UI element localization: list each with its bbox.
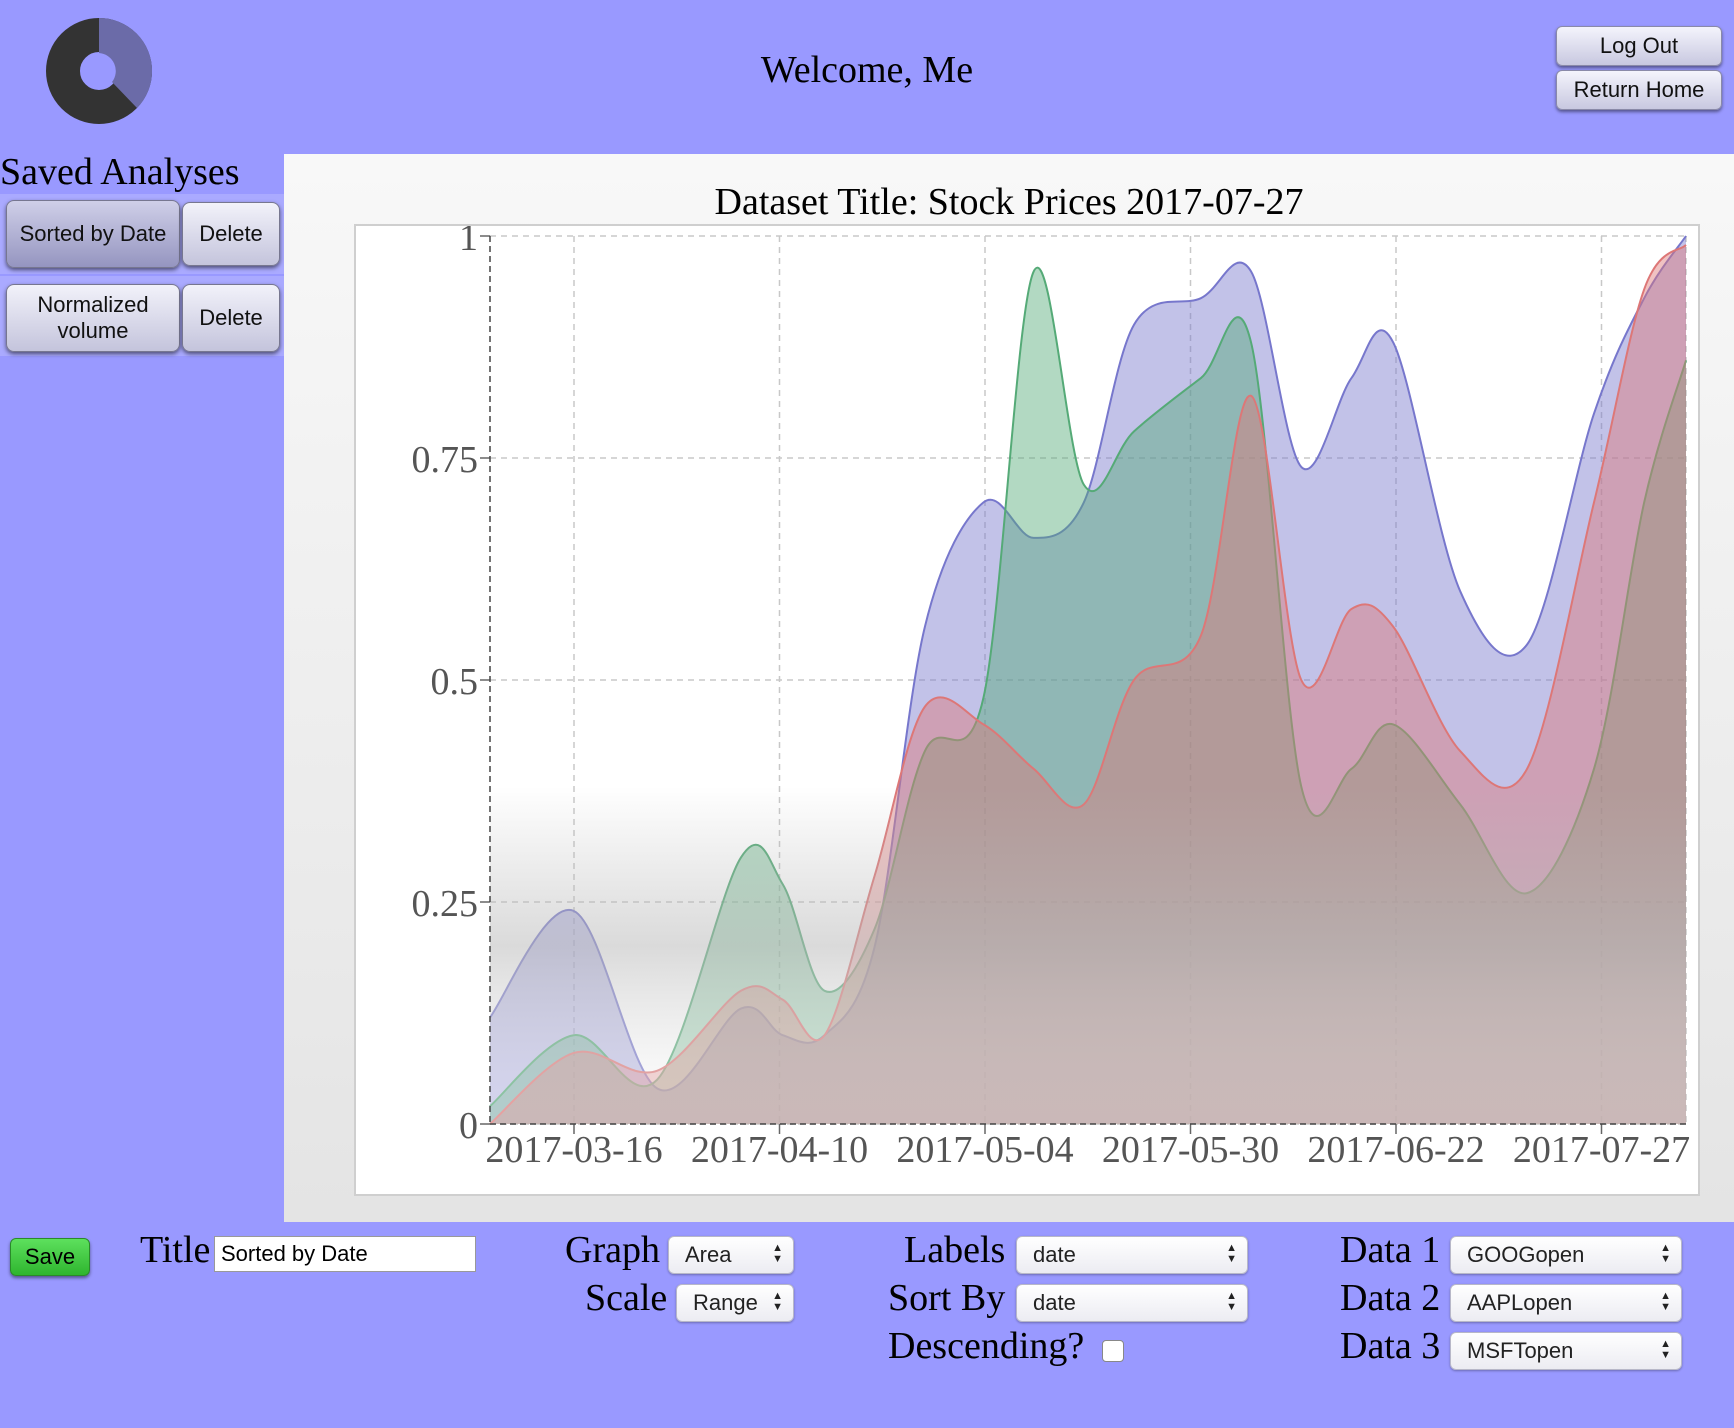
- return-home-button[interactable]: Return Home: [1556, 70, 1722, 110]
- chart-title: Dataset Title: Stock Prices 2017-07-27: [714, 181, 1304, 223]
- title-input[interactable]: [214, 1236, 476, 1272]
- x-tick-label: 2017-06-22: [1307, 1129, 1484, 1171]
- select-arrows-icon: ▲ ▼: [1226, 1290, 1237, 1313]
- data2-label: Data 2: [1340, 1277, 1441, 1319]
- sort-by-value: date: [1033, 1290, 1076, 1315]
- welcome-message: Welcome, Me: [760, 49, 974, 91]
- delete-analysis-button[interactable]: Delete: [182, 202, 280, 266]
- data3-value: MSFTopen: [1467, 1338, 1574, 1363]
- saved-analysis-button[interactable]: Sorted by Date: [6, 200, 180, 268]
- delete-analysis-button[interactable]: Delete: [182, 284, 280, 352]
- data3-label: Data 3: [1340, 1325, 1441, 1367]
- graph-label: Graph: [565, 1229, 660, 1271]
- data1-label: Data 1: [1340, 1229, 1441, 1271]
- select-arrows-icon: ▲ ▼: [1660, 1290, 1671, 1313]
- donut-logo-icon: [46, 18, 152, 124]
- data1-select[interactable]: GOOGopen ▲ ▼: [1450, 1236, 1682, 1274]
- labels-value: date: [1033, 1242, 1076, 1267]
- graph-type-value: Area: [685, 1242, 732, 1267]
- descending-label: Descending?: [888, 1325, 1085, 1367]
- saved-analysis-row: Normalized volume Delete: [0, 276, 286, 356]
- scale-select[interactable]: Range ▲ ▼: [676, 1284, 794, 1322]
- data2-select[interactable]: AAPLopen ▲ ▼: [1450, 1284, 1682, 1322]
- scale-label: Scale: [585, 1277, 668, 1319]
- data3-select[interactable]: MSFTopen ▲ ▼: [1450, 1332, 1682, 1370]
- y-tick-label: 1: [459, 226, 478, 259]
- area-chart: 0 0.25 0.5 0.75 1 2017-03-16 2017-04-10 2017-05…: [412, 217, 1691, 1171]
- x-tick-label: 2017-05-04: [896, 1129, 1073, 1171]
- select-arrows-icon: ▲ ▼: [1660, 1242, 1671, 1265]
- scale-value: Range: [693, 1290, 758, 1315]
- saved-analysis-row: Sorted by Date Delete: [0, 194, 286, 274]
- saved-analysis-button[interactable]: Normalized volume: [6, 284, 180, 352]
- x-tick-label: 2017-07-27: [1513, 1129, 1690, 1171]
- x-tick-label: 2017-05-30: [1102, 1129, 1279, 1171]
- data1-value: GOOGopen: [1467, 1242, 1585, 1267]
- select-arrows-icon: ▲ ▼: [772, 1242, 783, 1265]
- graph-type-select[interactable]: Area ▲ ▼: [668, 1236, 794, 1274]
- sort-by-label: Sort By: [888, 1277, 1006, 1319]
- labels-label: Labels: [904, 1229, 1006, 1271]
- data2-value: AAPLopen: [1467, 1290, 1573, 1315]
- y-tick-label: 0: [459, 1105, 478, 1147]
- select-arrows-icon: ▲ ▼: [1226, 1242, 1237, 1265]
- descending-checkbox[interactable]: [1102, 1340, 1124, 1362]
- x-tick-label: 2017-03-16: [485, 1129, 662, 1171]
- sort-by-select[interactable]: date ▲ ▼: [1016, 1284, 1248, 1322]
- x-tick-label: 2017-04-10: [691, 1129, 868, 1171]
- log-out-button[interactable]: Log Out: [1556, 26, 1722, 66]
- title-label: Title: [140, 1229, 211, 1271]
- saved-analyses-title: Saved Analyses: [0, 151, 240, 193]
- save-button[interactable]: Save: [10, 1238, 90, 1276]
- labels-select[interactable]: date ▲ ▼: [1016, 1236, 1248, 1274]
- y-tick-label: 0.25: [412, 883, 479, 925]
- y-tick-label: 0.5: [431, 661, 479, 703]
- chart-container: 0 0.25 0.5 0.75 1 2017-03-16 2017-04-10 2017-05…: [354, 217, 1700, 1196]
- select-arrows-icon: ▲ ▼: [1660, 1338, 1671, 1361]
- select-arrows-icon: ▲ ▼: [772, 1290, 783, 1313]
- y-tick-label: 0.75: [412, 439, 479, 481]
